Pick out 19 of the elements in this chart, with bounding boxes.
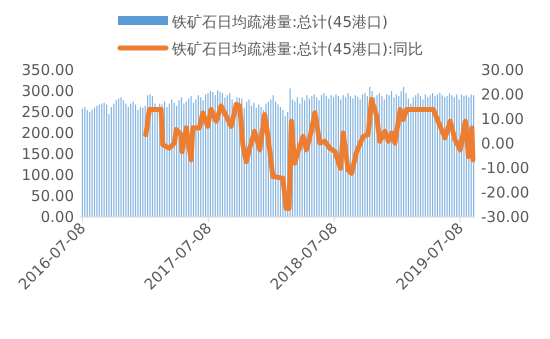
y-tick-label: 250.00 [22, 103, 74, 121]
y-tick-label: 150.00 [22, 145, 74, 163]
y-tick-label: 200.00 [22, 124, 74, 142]
y-tick-label: 100.00 [22, 166, 74, 184]
y2-tick-label: -30.00 [481, 208, 530, 226]
y2-tick-label: -10.00 [481, 159, 530, 177]
y-tick-label: 350.00 [22, 61, 74, 79]
y2-tick-label: -20.00 [481, 184, 530, 202]
y2-tick-label: 20.00 [481, 86, 524, 104]
legend-item: 铁矿石日均疏港量:总计(45港口) [118, 13, 388, 31]
y-tick-label: 300.00 [22, 82, 74, 100]
y2-tick-label: 30.00 [481, 61, 524, 79]
legend-label: 铁矿石日均疏港量:总计(45港口) [171, 13, 388, 31]
y2-tick-label: 10.00 [481, 110, 524, 128]
y2-tick-label: 0.00 [481, 134, 514, 152]
legend-label: 铁矿石日均疏港量:总计(45港口):同比 [171, 40, 423, 58]
y-tick-label: 50.00 [31, 187, 74, 205]
legend-item: 铁矿石日均疏港量:总计(45港口):同比 [118, 40, 423, 58]
y-tick-label: 0.00 [40, 208, 74, 226]
